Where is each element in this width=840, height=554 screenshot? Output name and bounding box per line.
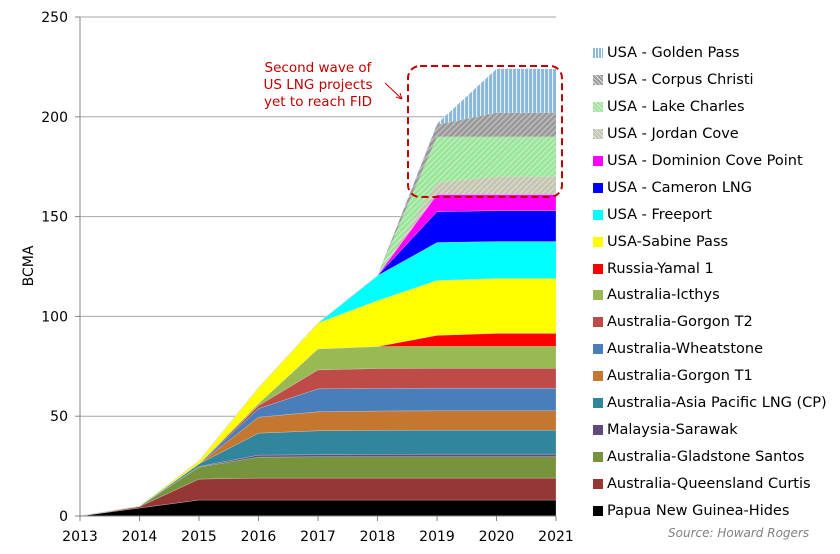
- legend-item: Australia-Asia Pacific LNG (CP): [593, 390, 827, 417]
- legend-item: Australia-Wheatstone: [593, 336, 827, 363]
- legend-swatch: [593, 236, 603, 247]
- legend-label: Australia-Wheatstone: [607, 341, 764, 358]
- legend-item: USA - Freeport: [593, 201, 827, 228]
- legend-label: USA - Dominion Cove Point: [607, 153, 803, 169]
- area-series-15: [80, 136, 556, 516]
- legend-swatch: [593, 398, 603, 409]
- legend-item: USA - Corpus Christi: [593, 67, 827, 94]
- y-tick-label: 250: [41, 10, 68, 26]
- legend-swatch: [593, 424, 603, 435]
- legend-item: Australia-Gladstone Santos: [593, 443, 827, 470]
- legend-swatch: [593, 317, 603, 328]
- legend-item: Australia-Gorgon T2: [593, 309, 827, 336]
- legend-label: Russia-Yamal 1: [607, 260, 714, 277]
- legend-item: Malaysia-Sarawak: [593, 416, 827, 443]
- x-tick-label: 2015: [181, 529, 217, 545]
- legend-label: USA - Cameron LNG: [607, 179, 752, 196]
- legend-label: USA - Corpus Christi: [607, 72, 754, 89]
- x-tick-label: 2017: [300, 529, 336, 545]
- legend-label: USA - Jordan Cove: [607, 126, 739, 143]
- x-tick-label: 2013: [62, 529, 98, 545]
- legend-label: Australia-Asia Pacific LNG (CP): [607, 395, 827, 412]
- legend-swatch: [593, 478, 603, 489]
- legend-swatch: [593, 129, 603, 140]
- x-tick-label: 2020: [479, 529, 515, 545]
- x-tick-label: 2021: [538, 529, 574, 545]
- x-tick-label: 2016: [241, 529, 277, 545]
- legend-label: Australia-Queensland Curtis: [607, 475, 811, 492]
- legend-swatch: [593, 371, 603, 382]
- legend-swatch: [593, 505, 603, 516]
- annotation-line: yet to reach FID: [264, 94, 372, 110]
- legend-item: Australia-Icthys: [593, 282, 827, 309]
- annotation-text: Second wave of US LNG projects yet to re…: [248, 60, 388, 111]
- x-tick-label: 2018: [360, 529, 396, 545]
- y-tick-label: 150: [41, 210, 68, 226]
- source-note: Source: Howard Rogers: [668, 526, 810, 540]
- annotation-line: Second wave of: [264, 60, 372, 76]
- legend-item: Papua New Guinea-Hides: [593, 497, 827, 524]
- legend-label: Australia-Gorgon T2: [607, 314, 753, 331]
- legend-item: USA-Sabine Pass: [593, 228, 827, 255]
- legend-swatch: [593, 344, 603, 355]
- legend-label: Australia-Icthys: [607, 287, 720, 304]
- y-tick-label: 100: [41, 309, 68, 325]
- legend: USA - Golden Pass USA - Corpus Christi USA…: [593, 40, 827, 524]
- legend-label: Malaysia-Sarawak: [607, 421, 738, 438]
- annotation-line: US LNG projects: [263, 77, 373, 93]
- legend-item: Australia-Gorgon T1: [593, 363, 827, 390]
- annotation-dashed-box: [407, 65, 563, 198]
- legend-swatch: [593, 48, 603, 59]
- legend-swatch: [593, 102, 603, 113]
- y-tick-label: 200: [41, 110, 68, 126]
- legend-item: USA - Cameron LNG: [593, 174, 827, 201]
- annotation-arrowhead: [395, 92, 403, 100]
- legend-item: USA - Dominion Cove Point: [593, 148, 827, 175]
- legend-label: USA - Lake Charles: [607, 99, 745, 116]
- y-tick-label: 0: [59, 509, 68, 525]
- legend-item: USA - Golden Pass: [593, 40, 827, 67]
- legend-item: Australia-Queensland Curtis: [593, 470, 827, 497]
- legend-label: Australia-Gladstone Santos: [607, 448, 805, 465]
- legend-label: Australia-Gorgon T1: [607, 368, 753, 385]
- legend-item: USA - Lake Charles: [593, 94, 827, 121]
- legend-swatch: [593, 290, 603, 301]
- legend-label: Papua New Guinea-Hides: [607, 502, 790, 519]
- legend-swatch: [593, 451, 603, 462]
- legend-swatch: [593, 75, 603, 86]
- annotation-arrow: [384, 82, 403, 100]
- legend-item: USA - Jordan Cove: [593, 121, 827, 148]
- y-axis-title: BCMA: [21, 245, 37, 286]
- legend-swatch: [593, 182, 603, 193]
- legend-label: USA-Sabine Pass: [607, 233, 729, 250]
- x-tick-label: 2014: [122, 529, 158, 545]
- legend-label: USA - Freeport: [607, 206, 712, 223]
- legend-swatch: [593, 209, 603, 220]
- y-tick-label: 50: [50, 409, 68, 425]
- area-series-13: [79, 194, 557, 517]
- legend-swatch: [593, 263, 603, 274]
- x-tick-label: 2019: [419, 529, 455, 545]
- legend-swatch: [593, 156, 603, 166]
- legend-label: USA - Golden Pass: [607, 45, 740, 62]
- legend-item: Russia-Yamal 1: [593, 255, 827, 282]
